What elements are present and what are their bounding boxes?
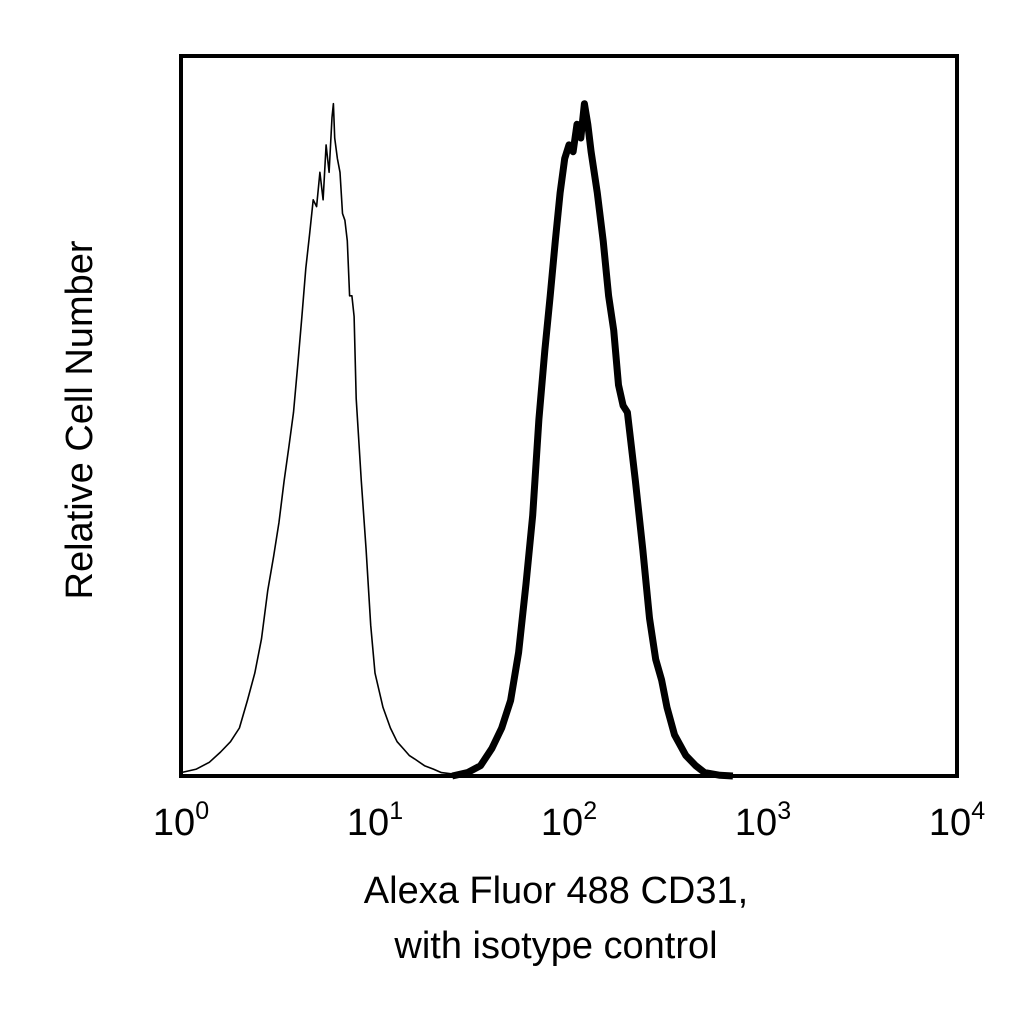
x-tick-label: 101 [347, 797, 403, 844]
x-tick-labels: 100 101 102 103 104 [153, 797, 985, 844]
series-layer [180, 100, 734, 780]
y-axis-label: Relative Cell Number [59, 240, 101, 599]
x-tick-label: 104 [929, 797, 985, 844]
x-tick-label: 102 [541, 797, 597, 844]
series-line-isotype-control [180, 102, 468, 777]
plot-frame [179, 54, 959, 778]
x-axis-label-line-2: with isotype control [393, 925, 717, 967]
x-tick-label: 100 [153, 797, 209, 844]
x-tick-label: 103 [735, 797, 791, 844]
series-line-cd31 [451, 100, 734, 780]
x-axis-label-line-1: Alexa Fluor 488 CD31, [364, 870, 748, 912]
